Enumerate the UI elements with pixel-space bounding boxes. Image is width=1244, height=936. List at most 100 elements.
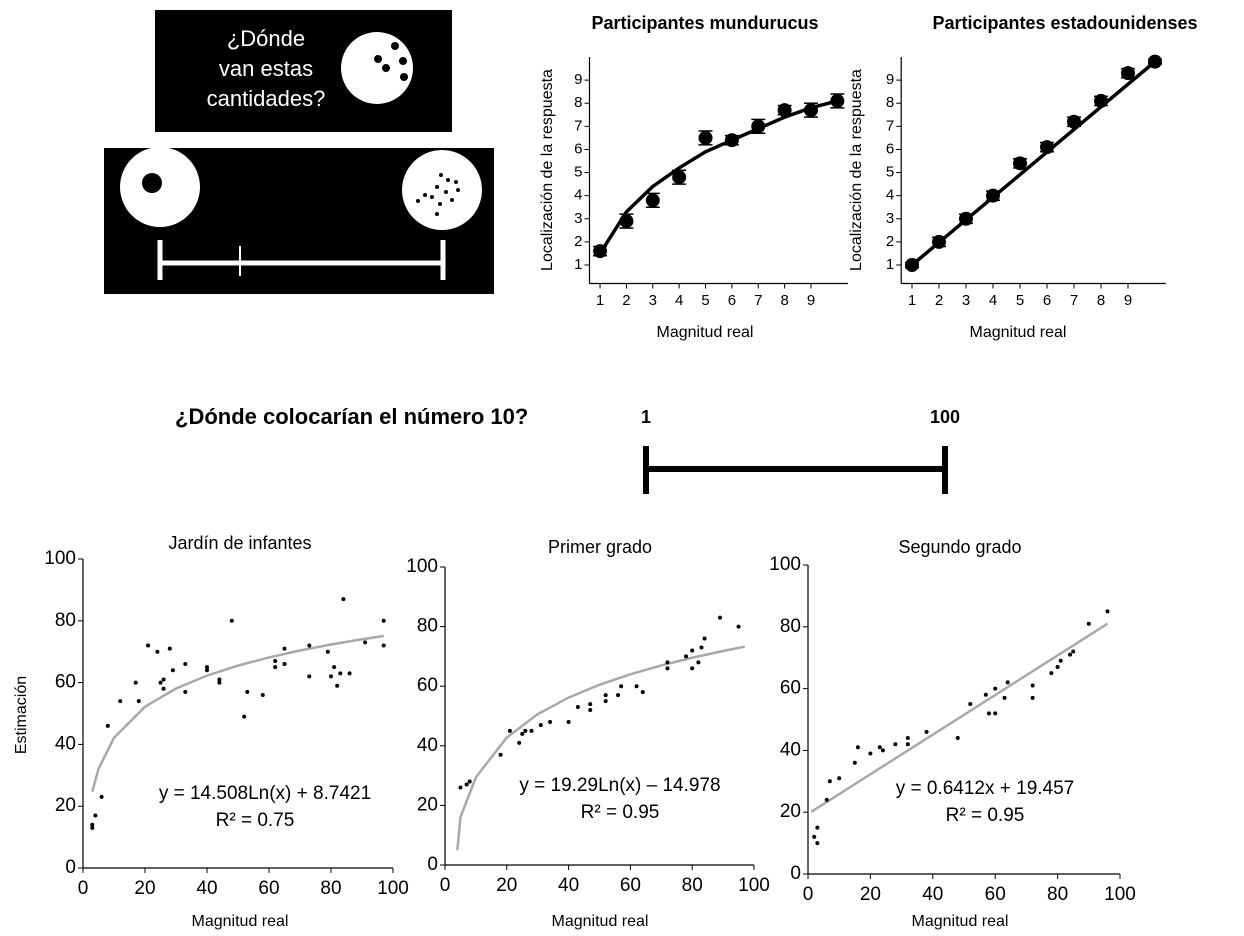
- x-tick-label: 2: [935, 292, 943, 309]
- point: [273, 658, 278, 663]
- point: [1067, 114, 1081, 129]
- point: [167, 646, 172, 651]
- fit-equation: y = 0.6412x + 19.457: [896, 778, 1075, 799]
- point: [529, 728, 534, 733]
- x-tick-label: 80: [682, 875, 703, 896]
- y-tick-label: 4: [574, 187, 582, 204]
- point: [105, 723, 110, 728]
- point: [702, 636, 707, 641]
- point: [619, 214, 634, 229]
- point: [307, 674, 312, 679]
- point: [282, 646, 287, 651]
- x-tick-label: 7: [1070, 292, 1078, 309]
- point: [1086, 621, 1091, 626]
- y-tick-label: 40: [55, 733, 76, 754]
- x-tick-label: 3: [649, 292, 657, 309]
- point: [777, 103, 792, 118]
- point: [986, 711, 991, 716]
- point: [880, 748, 885, 753]
- y-tick-label: 80: [55, 610, 76, 631]
- fit-line: [810, 622, 1109, 813]
- x-tick-label: 6: [1043, 292, 1051, 309]
- point: [905, 258, 919, 273]
- point: [464, 782, 469, 787]
- point: [273, 665, 278, 670]
- point: [282, 662, 287, 667]
- point: [812, 834, 817, 839]
- point: [665, 666, 670, 671]
- point: [183, 662, 188, 667]
- y-tick-label: 9: [574, 71, 582, 88]
- y-tick-label: 6: [574, 140, 582, 157]
- point: [538, 722, 543, 727]
- point: [1049, 671, 1054, 676]
- x-tick-label: 2: [622, 292, 630, 309]
- y-tick-label: 60: [55, 672, 76, 693]
- x-tick-label: 3: [962, 292, 970, 309]
- chart-title: Segundo grado: [898, 537, 1021, 557]
- point: [993, 686, 998, 691]
- point: [959, 211, 973, 226]
- fit-line: [598, 99, 838, 255]
- point: [146, 643, 151, 648]
- point: [217, 680, 222, 685]
- point: [566, 719, 571, 724]
- point: [335, 683, 340, 688]
- point: [170, 668, 175, 673]
- y-tick-label: 0: [790, 863, 801, 884]
- chart-title: Jardín de infantes: [168, 533, 311, 553]
- fit-equation: y = 19.29Ln(x) – 14.978: [519, 775, 720, 796]
- point: [307, 643, 312, 648]
- point: [665, 660, 670, 665]
- x-tick-label: 60: [985, 884, 1006, 905]
- x-tick-label: 4: [675, 292, 683, 309]
- point: [1058, 658, 1063, 663]
- y-tick-label: 1: [886, 256, 894, 273]
- line-label: 100: [930, 407, 960, 427]
- y-tick-label: 8: [886, 94, 894, 111]
- y-tick-label: 0: [65, 857, 76, 878]
- chart-title: Primer grado: [548, 537, 652, 557]
- prompt-line: cantidades?: [207, 86, 326, 111]
- point: [260, 692, 265, 697]
- x-tick-label: 1: [908, 292, 916, 309]
- point: [507, 728, 512, 733]
- point: [381, 643, 386, 648]
- y-tick-label: 60: [417, 675, 438, 696]
- point: [99, 794, 104, 799]
- x-tick-label: 80: [1047, 884, 1068, 905]
- y-tick-label: 9: [886, 71, 894, 88]
- y-tick-label: 40: [417, 735, 438, 756]
- x-axis-label: Magnitud real: [192, 913, 289, 930]
- x-tick-label: 20: [134, 878, 155, 899]
- point: [1121, 66, 1135, 81]
- point: [1002, 695, 1007, 700]
- x-axis-label: Magnitud real: [552, 913, 649, 930]
- y-tick-label: 2: [574, 233, 582, 250]
- y-tick-label: 80: [780, 616, 801, 637]
- x-tick-label: 40: [558, 875, 579, 896]
- question: ¿Dónde colocarían el número 10?: [175, 404, 528, 429]
- x-tick-label: 6: [728, 292, 736, 309]
- point: [329, 674, 333, 679]
- x-tick-label: 8: [780, 292, 788, 309]
- point: [724, 133, 739, 148]
- point: [815, 825, 820, 830]
- fit-line: [91, 634, 384, 793]
- point: [217, 677, 222, 682]
- y-tick-label: 6: [886, 140, 894, 157]
- y-tick-label: 3: [574, 210, 582, 227]
- x-tick-label: 8: [1097, 292, 1105, 309]
- point: [517, 740, 522, 745]
- point: [837, 776, 842, 781]
- prompt-line: van estas: [219, 56, 313, 81]
- point: [245, 689, 250, 694]
- y-tick-label: 100: [769, 554, 801, 575]
- x-tick-label: 100: [1104, 884, 1136, 905]
- point: [205, 665, 209, 670]
- y-tick-label: 1: [574, 256, 582, 273]
- line-label: 1: [641, 407, 651, 427]
- x-tick-label: 0: [78, 878, 89, 899]
